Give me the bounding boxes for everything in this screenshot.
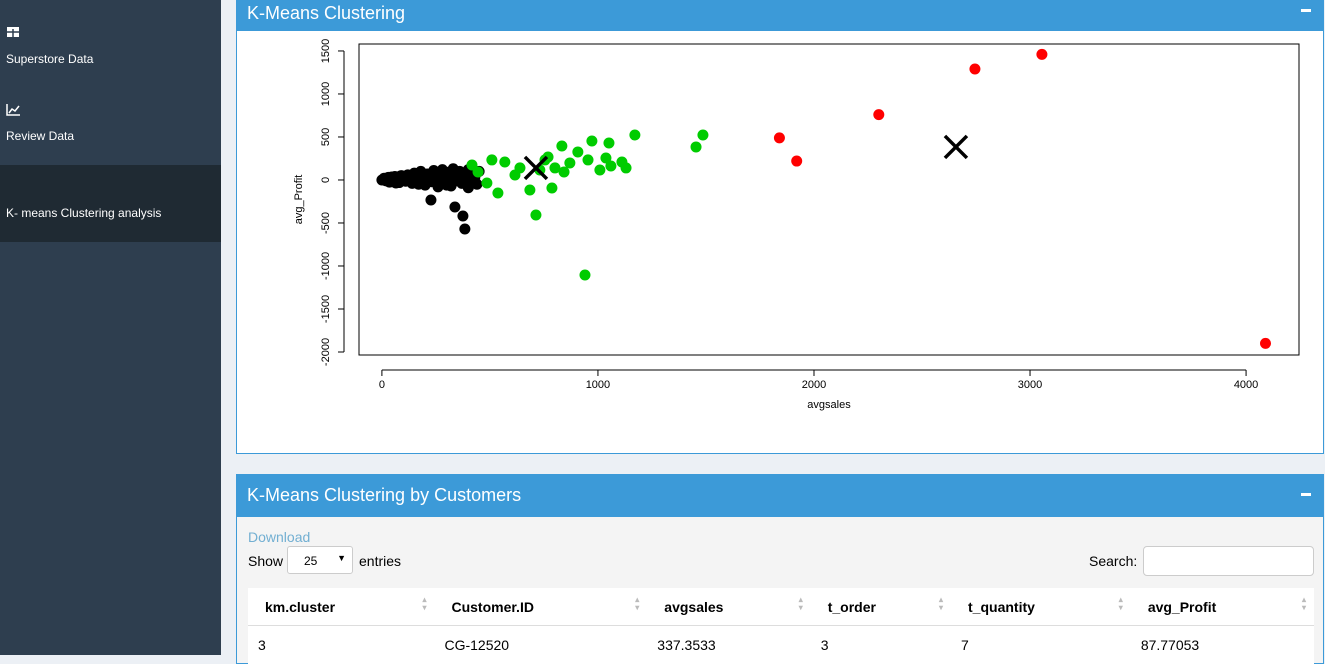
search-input[interactable] [1143,546,1314,576]
point [572,146,583,157]
point [466,160,477,171]
y-tick-label: 0 [320,177,332,183]
menu-label: K- means Clustering analysis [6,206,161,220]
y-tick-label: 500 [320,128,332,146]
point [1260,338,1271,349]
table-cell: CG-12520 [434,626,647,664]
point [791,156,802,167]
column-header[interactable]: t_order [811,588,951,626]
table-cell: 337.3533 [647,626,810,664]
point [546,182,557,193]
point [509,169,520,180]
point [481,177,492,188]
point [441,180,452,191]
table-cell: 3 [811,626,951,664]
y-tick-label: -500 [320,212,332,234]
sidebar: Superstore Data Review Data K- means Clu… [0,0,221,655]
point [605,160,616,171]
point [420,173,431,184]
point [873,109,884,120]
point [1036,49,1047,60]
length-select[interactable]: 25 ▼ [287,546,353,574]
point [564,157,575,168]
y-tick-label: -2000 [320,338,332,366]
column-header[interactable]: km.cluster [248,588,434,626]
length-value: 25 [304,554,317,568]
box-header: K-Means Clustering [237,0,1323,31]
point [697,129,708,140]
collapse-button[interactable] [1301,493,1311,496]
box-title: K-Means Clustering [247,3,405,24]
point [486,154,497,165]
menu-label: Superstore Data [6,52,93,66]
x-tick-label: 2000 [802,379,826,391]
entries-label: entries [359,553,401,569]
search-label: Search: [1089,553,1137,569]
box-title: K-Means Clustering by Customers [247,485,521,506]
column-header[interactable]: Customer.ID [434,588,647,626]
icon [6,26,22,40]
y-tick-label: -1000 [320,252,332,280]
column-header[interactable]: avgsales [647,588,810,626]
column-header[interactable]: avg_Profit [1131,588,1314,626]
download-link[interactable]: Download [248,529,310,545]
table-box: K-Means Clustering by Customers Download… [236,474,1324,664]
point [425,195,436,206]
menu-item-active[interactable]: K- means Clustering analysis [0,165,221,242]
point [449,201,460,212]
menu-item[interactable]: Review Data [0,97,221,147]
column-header[interactable]: t_quantity [951,588,1131,626]
plot-frame [359,44,1299,355]
point [774,132,785,143]
collapse-button[interactable] [1301,9,1311,12]
centroid [945,136,967,158]
point [969,64,980,75]
point [433,167,444,178]
point [463,182,474,193]
box-header: K-Means Clustering by Customers [237,475,1323,517]
point [452,171,463,182]
show-label: Show [248,553,283,569]
point [621,162,632,173]
y-tick-label: -1500 [320,295,332,323]
y-tick-label: 1000 [320,82,332,106]
icon [6,103,22,117]
x-axis-label: avgsales [807,399,851,411]
menu-label: Review Data [6,129,74,143]
y-tick-label: 1500 [320,39,332,63]
point [459,224,470,235]
x-tick-label: 4000 [1234,379,1258,391]
point [594,164,605,175]
point [524,184,535,195]
scatter-plot: 0 1000 2000 3000 4000 -2000 -1500 -1000 -500 0 500… [247,38,1313,443]
menu-item[interactable]: Superstore Data [0,20,221,70]
x-tick-label: 0 [379,379,385,391]
point [691,141,702,152]
point [559,166,570,177]
point [499,157,510,168]
table-cell: 87.77053 [1131,626,1314,664]
point [530,209,541,220]
point [629,129,640,140]
point [586,136,597,147]
table-cell: 7 [951,626,1131,664]
point [556,141,567,152]
x-tick-label: 3000 [1018,379,1042,391]
data-table: km.clusterCustomer.IDavgsalest_ordert_qu… [248,588,1314,664]
point [399,172,410,183]
point [457,211,468,222]
table-cell: 3 [248,626,434,664]
x-tick-label: 1000 [586,379,610,391]
point [603,137,614,148]
point [579,270,590,281]
point [583,154,594,165]
point [492,187,503,198]
dropdown-arrow: ▼ [337,553,346,563]
y-axis-label: avg_Profit [293,175,305,225]
plot-box: K-Means Clustering 0 1000 2000 3000 4000 -200… [236,0,1324,454]
